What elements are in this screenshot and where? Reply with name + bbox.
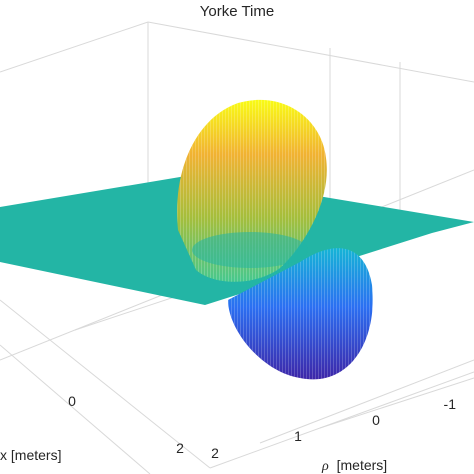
surface-lobe-positive [177, 99, 327, 282]
y-tick-label: -1 [444, 396, 457, 412]
grid-line [0, 344, 151, 474]
y-tick-label: 2 [211, 445, 219, 461]
grid-line [147, 21, 474, 83]
y-tick-label: 1 [294, 428, 302, 444]
y-tick-label: 0 [372, 412, 380, 428]
grid-line [319, 377, 474, 429]
grid-line [209, 371, 474, 469]
chart-title: Yorke Time [200, 3, 274, 20]
y-axis-symbol: ρ [321, 459, 329, 474]
x-tick-label: 2 [176, 440, 184, 456]
y-axis-label: ρ [meters] [321, 457, 387, 474]
grid-line [259, 359, 474, 444]
grid-line [0, 299, 211, 469]
surface-lobe-negative [228, 248, 373, 380]
x-tick-label: 0 [68, 393, 76, 409]
grid-line [0, 21, 149, 73]
y-axis-unit: [meters] [337, 457, 388, 473]
x-axis-label: x [meters] [0, 447, 61, 463]
